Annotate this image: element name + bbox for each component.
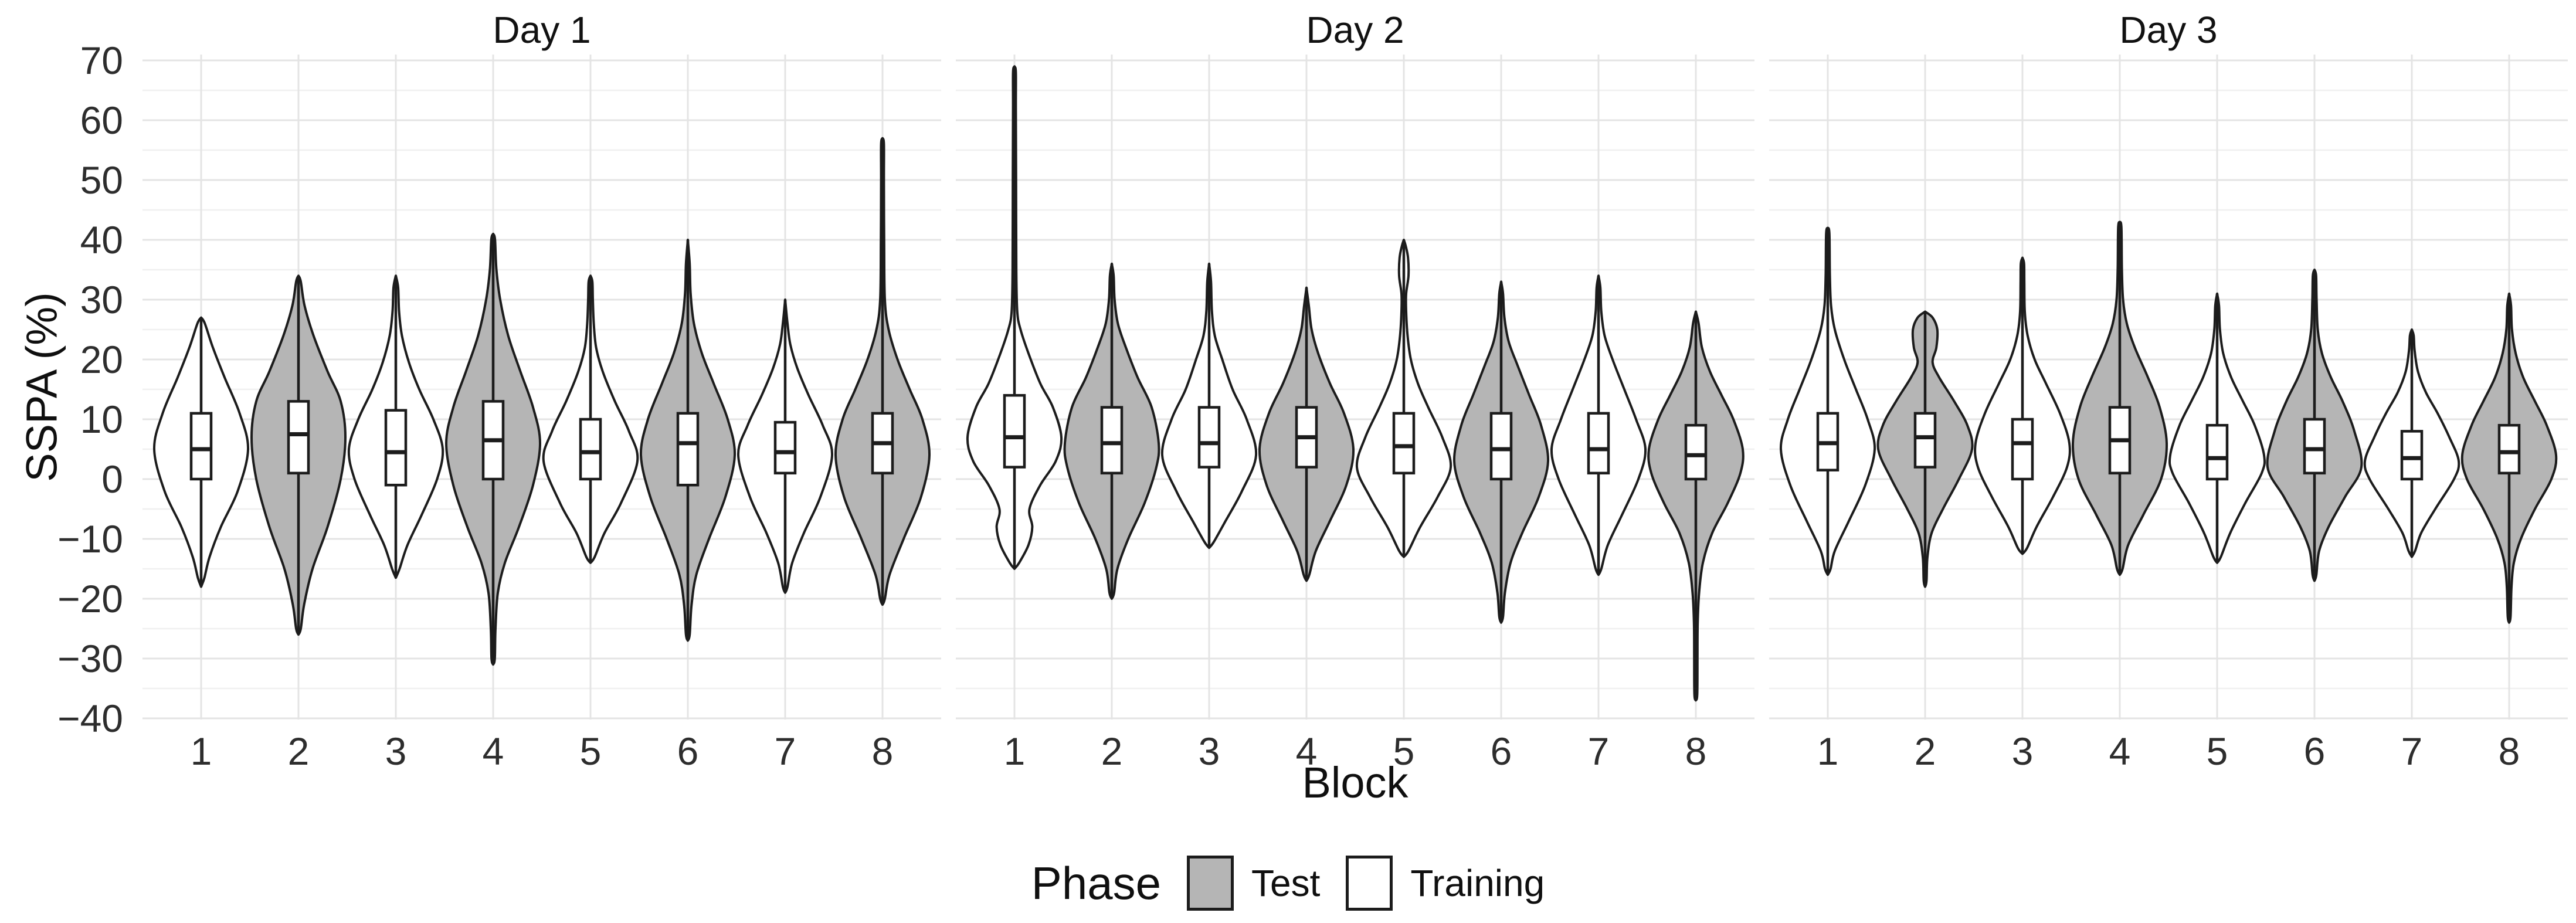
x-tick-label: 7 xyxy=(2401,729,2423,773)
y-axis-title: SSPA (%) xyxy=(17,292,66,482)
x-tick-label: 8 xyxy=(1685,729,1707,773)
y-tick-label: 10 xyxy=(80,398,123,441)
box-iqr xyxy=(1392,412,1416,475)
x-tick-label: 2 xyxy=(1101,729,1123,773)
legend-title: Phase xyxy=(1031,857,1161,909)
legend-key-swatch xyxy=(1346,856,1393,911)
legend: Phase Test Training xyxy=(0,849,2576,917)
legend-key-swatch xyxy=(1186,856,1234,911)
x-tick-label: 8 xyxy=(871,729,894,773)
box-iqr xyxy=(676,412,700,487)
x-tick-label: 4 xyxy=(1295,729,1318,773)
y-tick-label: −30 xyxy=(57,637,123,680)
box-iqr xyxy=(189,412,213,481)
y-tick-label: 50 xyxy=(80,158,123,202)
box-iqr xyxy=(2400,430,2424,481)
x-tick-label: 4 xyxy=(2109,729,2131,773)
y-tick-label: 60 xyxy=(80,99,123,142)
y-tick-label: 0 xyxy=(101,457,123,501)
box-iqr xyxy=(1003,393,1026,469)
box-iqr xyxy=(1913,412,1937,469)
panel-day-1 xyxy=(142,55,941,720)
legend-items: Test Training xyxy=(1186,856,1545,911)
x-tick-label: 1 xyxy=(1003,729,1026,773)
box-iqr xyxy=(579,418,602,481)
x-tick-label: 6 xyxy=(677,729,699,773)
x-tick-label: 7 xyxy=(1587,729,1610,773)
y-tick-label: −40 xyxy=(57,697,123,740)
x-tick-label: 7 xyxy=(774,729,796,773)
legend-label: Test xyxy=(1251,862,1321,904)
x-tick-label: 1 xyxy=(190,729,212,773)
box-iqr xyxy=(1197,406,1221,469)
x-tick-label: 3 xyxy=(2011,729,2034,773)
box-iqr xyxy=(384,409,408,487)
x-axis-title: Block xyxy=(1302,758,1409,807)
legend-item-test: Test xyxy=(1186,856,1321,911)
box-iqr xyxy=(2011,418,2034,481)
facet-title: Day 2 xyxy=(1306,9,1404,51)
y-tick-label: 30 xyxy=(80,278,123,321)
x-tick-label: 3 xyxy=(1198,729,1220,773)
y-tick-label: 20 xyxy=(80,338,123,381)
box-iqr xyxy=(773,420,797,475)
box-iqr xyxy=(1100,406,1124,475)
x-tick-label: 5 xyxy=(1393,729,1415,773)
panel-day-3 xyxy=(1769,55,2568,720)
box-iqr xyxy=(287,400,310,475)
x-tick-label: 2 xyxy=(287,729,310,773)
box-iqr xyxy=(2303,418,2326,475)
box-iqr xyxy=(2205,423,2229,481)
x-tick-label: 4 xyxy=(482,729,504,773)
x-tick-label: 6 xyxy=(1490,729,1512,773)
x-tick-label: 3 xyxy=(385,729,407,773)
x-tick-label: 2 xyxy=(1914,729,1936,773)
y-tick-label: 40 xyxy=(80,218,123,262)
box-iqr xyxy=(1489,412,1513,481)
legend-item-training: Training xyxy=(1346,856,1545,911)
facet-title: Day 3 xyxy=(2119,9,2218,51)
x-tick-label: 8 xyxy=(2498,729,2520,773)
box-iqr xyxy=(2497,423,2521,475)
y-tick-label: −10 xyxy=(57,517,123,561)
x-tick-label: 5 xyxy=(2206,729,2228,773)
x-tick-label: 5 xyxy=(579,729,602,773)
x-tick-label: 6 xyxy=(2303,729,2326,773)
legend-label: Training xyxy=(1410,862,1545,904)
x-tick-label: 1 xyxy=(1817,729,1839,773)
box-iqr xyxy=(1684,423,1708,481)
y-tick-label: 70 xyxy=(80,39,123,82)
box-iqr xyxy=(1587,412,1610,475)
facet-title: Day 1 xyxy=(493,9,591,51)
panel-day-2 xyxy=(956,55,1754,720)
y-tick-label: −20 xyxy=(57,577,123,620)
